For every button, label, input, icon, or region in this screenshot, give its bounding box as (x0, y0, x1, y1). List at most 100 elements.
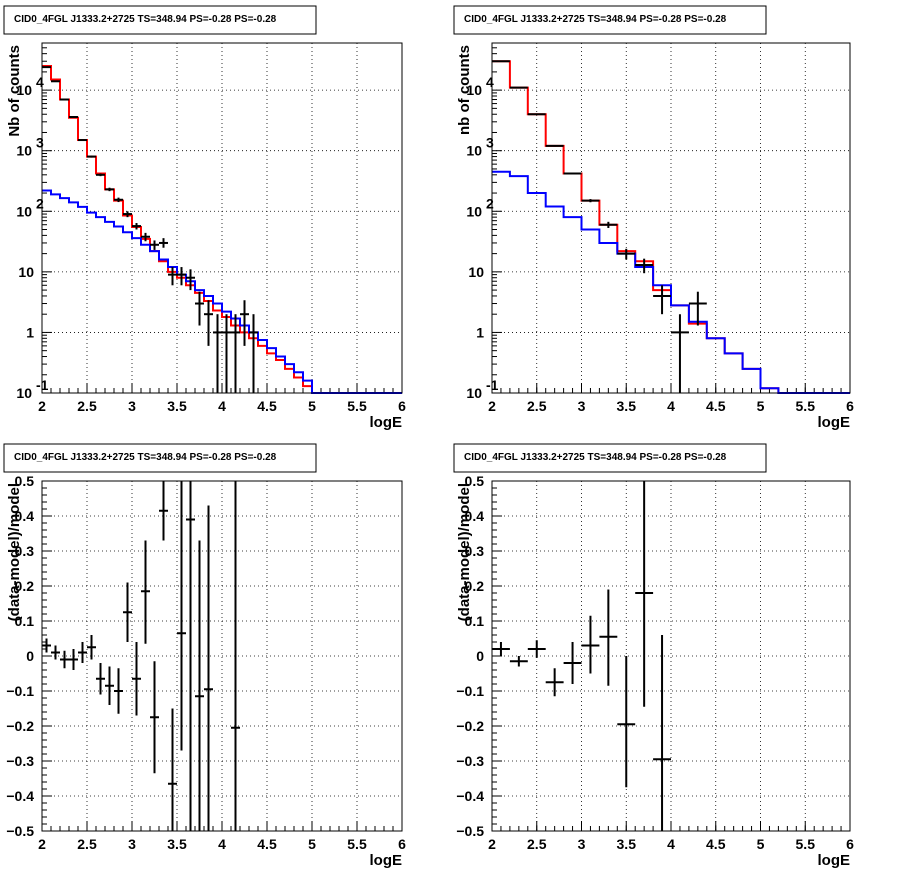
y-tick-exponent: 2 (486, 195, 494, 211)
x-tick-label: 3.5 (617, 398, 637, 414)
x-tick-label: 5.5 (796, 398, 816, 414)
y-tick-label: 0 (26, 648, 34, 664)
plot-frame (41, 42, 403, 394)
x-axis-title: logE (370, 852, 403, 869)
y-axis-title: (data-model)/model (6, 483, 23, 621)
y-tick-label: 10 (16, 143, 32, 159)
x-tick-label: 6 (846, 398, 854, 414)
y-tick-label: 0.1 (15, 613, 35, 629)
y-tick-label: 0.5 (15, 473, 35, 489)
y-tick-label: 10 (466, 203, 482, 219)
title-box (453, 443, 767, 473)
x-tick-label: 3 (578, 398, 586, 414)
y-tick-label: −0.2 (6, 718, 34, 734)
x-tick-label: 4.5 (706, 398, 726, 414)
title-box (3, 5, 317, 35)
chart-title: CID0_4FGL J1333.2+2725 TS=348.94 PS=-0.2… (14, 452, 277, 463)
y-axis-title: (data-model)/model (456, 483, 473, 621)
x-tick-label: 2 (488, 836, 496, 852)
x-tick-label: 2.5 (527, 836, 547, 852)
y-tick-label: 0.4 (15, 508, 35, 524)
y-tick-label: −0.1 (456, 683, 484, 699)
x-tick-label: 2 (488, 398, 496, 414)
x-tick-label: 2.5 (527, 398, 547, 414)
x-axis-title: logE (818, 852, 851, 869)
y-tick-label: 0 (476, 648, 484, 664)
y-tick-label: −0.2 (456, 718, 484, 734)
title-box (3, 443, 317, 473)
y-tick-label: 10 (16, 385, 32, 401)
y-tick-label: 10 (466, 385, 482, 401)
chart-title: CID0_4FGL J1333.2+2725 TS=348.94 PS=-0.2… (464, 452, 727, 463)
y-tick-label: 1 (26, 324, 34, 340)
x-tick-label: 5 (308, 836, 316, 852)
x-tick-label: 3 (128, 398, 136, 414)
y-tick-exponent: 2 (36, 195, 44, 211)
x-tick-label: 6 (846, 836, 854, 852)
chart-panel-3: CID0_4FGL J1333.2+2725 TS=348.94 PS=-0.2… (3, 443, 406, 869)
x-tick-label: 5 (757, 836, 765, 852)
y-tick-label: 1 (476, 324, 484, 340)
y-tick-label: −0.5 (6, 823, 34, 839)
y-tick-label: 10 (16, 82, 32, 98)
title-box (453, 5, 767, 35)
y-axis-title: nb of counts (456, 45, 473, 135)
x-tick-label: 6 (398, 836, 406, 852)
y-tick-label: 0.3 (15, 543, 35, 559)
y-tick-label: −0.1 (6, 683, 34, 699)
plot-frame (491, 480, 851, 832)
y-tick-label: 0.2 (15, 578, 35, 594)
x-tick-label: 4 (667, 398, 675, 414)
y-tick-label: 10 (16, 203, 32, 219)
series-line-blue (492, 170, 850, 394)
plot-frame (41, 480, 403, 832)
x-tick-label: 5 (757, 398, 765, 414)
x-tick-label: 5.5 (347, 836, 367, 852)
x-axis-title: logE (818, 414, 851, 431)
y-tick-label: −0.4 (6, 788, 34, 804)
y-axis-title: Nb of counts (6, 45, 23, 137)
x-tick-label: 2.5 (77, 836, 97, 852)
x-tick-label: 2 (38, 398, 46, 414)
x-tick-label: 6 (398, 398, 406, 414)
y-tick-label: 0.4 (465, 508, 485, 524)
x-axis-title: logE (370, 414, 403, 431)
y-tick-label: −0.4 (456, 788, 484, 804)
y-tick-label: 0.2 (465, 578, 485, 594)
chart-title: CID0_4FGL J1333.2+2725 TS=348.94 PS=-0.2… (464, 14, 727, 25)
y-tick-label: 10 (466, 143, 482, 159)
x-tick-label: 3.5 (617, 836, 637, 852)
chart-panel-2: CID0_4FGL J1333.2+2725 TS=348.94 PS=-0.2… (453, 5, 854, 431)
y-tick-label: 10 (468, 264, 484, 280)
y-tick-exponent: 4 (36, 74, 44, 90)
x-tick-label: 3.5 (167, 398, 187, 414)
plot-area (492, 43, 850, 393)
x-tick-label: 4 (667, 836, 675, 852)
plot-area (492, 481, 850, 831)
x-tick-label: 2.5 (77, 398, 97, 414)
x-tick-label: 5.5 (796, 836, 816, 852)
x-tick-label: 4 (218, 398, 226, 414)
chart-panel-4: CID0_4FGL J1333.2+2725 TS=348.94 PS=-0.2… (453, 443, 854, 869)
x-tick-label: 5 (308, 398, 316, 414)
x-tick-label: 4.5 (257, 836, 277, 852)
y-tick-label: 0.5 (465, 473, 485, 489)
y-tick-label: −0.3 (6, 753, 34, 769)
x-tick-label: 3.5 (167, 836, 187, 852)
y-tick-label: 0.1 (465, 613, 485, 629)
y-tick-label: −0.3 (456, 753, 484, 769)
y-tick-exponent: 3 (486, 135, 494, 151)
x-tick-label: 4.5 (706, 836, 726, 852)
chart-title: CID0_4FGL J1333.2+2725 TS=348.94 PS=-0.2… (14, 14, 277, 25)
series-line-blue (42, 189, 402, 394)
x-tick-label: 5.5 (347, 398, 367, 414)
chart-panel-1: CID0_4FGL J1333.2+2725 TS=348.94 PS=-0.2… (3, 5, 406, 431)
y-tick-label: −0.5 (456, 823, 484, 839)
x-tick-label: 3 (128, 836, 136, 852)
x-tick-label: 4.5 (257, 398, 277, 414)
x-tick-label: 3 (578, 836, 586, 852)
x-tick-label: 2 (38, 836, 46, 852)
y-tick-exponent: 3 (36, 135, 44, 151)
y-tick-label: 10 (18, 264, 34, 280)
